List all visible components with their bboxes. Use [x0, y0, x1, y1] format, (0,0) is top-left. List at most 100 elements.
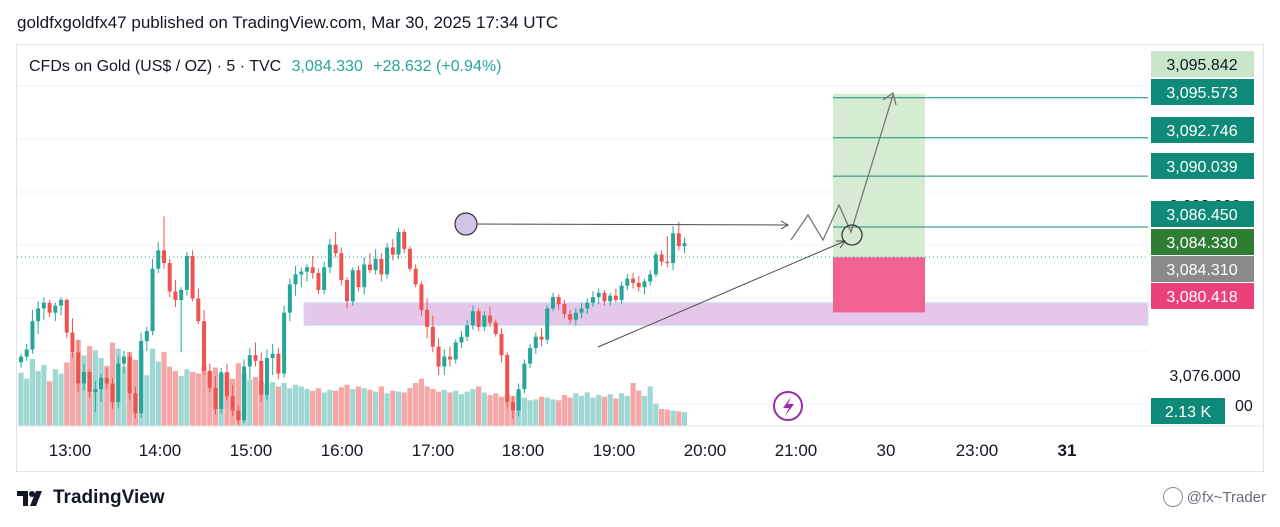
- volume-bar: [161, 352, 167, 426]
- volume-bar: [167, 366, 173, 426]
- candle-body: [179, 290, 184, 300]
- volume-bar: [81, 355, 87, 426]
- volume-bar: [653, 403, 659, 426]
- volume-bar: [69, 352, 76, 426]
- symbol-legend[interactable]: CFDs on Gold (US$ / OZ) · 5 · TVC 3,084.…: [29, 58, 501, 76]
- support-zone: [303, 302, 1149, 326]
- volume-axis-tick-label: 00: [1235, 398, 1253, 415]
- volume-bar: [64, 362, 70, 426]
- x-tick-label: 14:00: [139, 441, 182, 460]
- volume-bar: [355, 386, 362, 426]
- candle-body: [121, 356, 126, 364]
- candle-body: [682, 243, 687, 247]
- candle-body: [213, 387, 218, 409]
- horizontal-arrow-line: [465, 223, 789, 226]
- candle-body: [585, 302, 590, 309]
- candle-body: [596, 292, 601, 298]
- volume-bar: [47, 381, 53, 426]
- horizontal-arrow-head: [780, 220, 790, 230]
- candle-body: [305, 267, 309, 272]
- volume-bar: [407, 388, 413, 426]
- candle-body: [636, 282, 641, 288]
- volume-bar: [58, 373, 64, 426]
- volume-bar: [195, 373, 201, 426]
- candle-body: [465, 325, 470, 337]
- candle-body: [350, 270, 355, 302]
- symbol-title: CFDs on Gold (US$ / OZ) · 5 · TVC: [29, 58, 282, 75]
- volume-bar: [458, 394, 465, 426]
- candle-body: [453, 342, 458, 360]
- x-tick-label: 31: [1058, 441, 1077, 460]
- volume-bar: [664, 409, 670, 426]
- candle-body: [207, 370, 212, 388]
- candle-body: [533, 336, 538, 349]
- volume-bar: [670, 410, 676, 426]
- x-tick-label: 20:00: [684, 441, 727, 460]
- volume-bar: [464, 391, 470, 426]
- candle-body: [602, 292, 607, 302]
- volume-bar: [567, 397, 573, 426]
- candle-body: [253, 355, 258, 361]
- x-tick-label: 16:00: [321, 441, 364, 460]
- x-tick-label: 13:00: [49, 441, 92, 460]
- candle-body: [550, 297, 555, 309]
- volume-bar: [544, 397, 550, 426]
- volume-bar: [521, 397, 527, 426]
- volume-bar: [573, 393, 579, 426]
- tradingview-logo[interactable]: TradingView: [17, 487, 165, 509]
- candle-body: [93, 389, 98, 392]
- tv-logo-icon: [17, 491, 42, 506]
- volume-bar: [235, 363, 241, 426]
- volume-bar: [613, 398, 619, 426]
- lightning-glyph: [783, 397, 794, 416]
- volume-bar: [41, 364, 47, 426]
- candle-body: [499, 333, 504, 356]
- candle-body: [631, 278, 636, 283]
- candle-body: [87, 372, 92, 392]
- price-label-badge: [1151, 153, 1254, 179]
- candle-body: [556, 297, 561, 305]
- candle-body: [505, 355, 510, 402]
- volume-bar: [676, 411, 682, 426]
- volume-bar: [447, 392, 453, 426]
- volume-bar: [470, 389, 476, 426]
- x-tick-label: 19:00: [593, 441, 636, 460]
- volume-bar: [29, 358, 36, 426]
- volume-bar: [190, 371, 196, 426]
- x-tick-label: 15:00: [230, 441, 273, 460]
- price-label-badge: [1151, 79, 1254, 105]
- candle-body: [367, 264, 372, 271]
- candle-body: [144, 331, 149, 341]
- candle-body: [579, 308, 584, 313]
- swing-high-circle: [454, 212, 478, 236]
- candle-body: [242, 366, 247, 421]
- price-label-text: 3,086.450: [1166, 207, 1237, 224]
- candle-body: [202, 321, 207, 371]
- candle-body: [448, 356, 452, 360]
- volume-bar: [435, 391, 442, 426]
- candle-body: [659, 254, 664, 262]
- x-tick-label: 23:00: [956, 441, 999, 460]
- volume-bar: [333, 390, 339, 426]
- candle-body: [339, 253, 344, 281]
- volume-bar: [430, 389, 436, 426]
- volume-bar: [596, 395, 602, 426]
- candle-body: [345, 280, 350, 302]
- candle-body: [333, 244, 338, 254]
- volume-bar: [172, 370, 179, 426]
- volume-bar: [624, 395, 630, 426]
- volume-bar: [338, 387, 344, 426]
- candle-body: [53, 305, 58, 313]
- price-label-text: 3,095.842: [1166, 57, 1237, 74]
- volume-bar: [247, 379, 253, 426]
- candle-body: [436, 346, 441, 367]
- candle-body: [224, 372, 229, 397]
- volume-bar: [636, 390, 642, 426]
- volume-bar: [315, 388, 322, 426]
- candle-body: [99, 377, 104, 390]
- candle-body: [282, 312, 287, 374]
- candle-body: [299, 271, 304, 275]
- candle-body: [133, 393, 138, 414]
- candle-body: [104, 377, 109, 384]
